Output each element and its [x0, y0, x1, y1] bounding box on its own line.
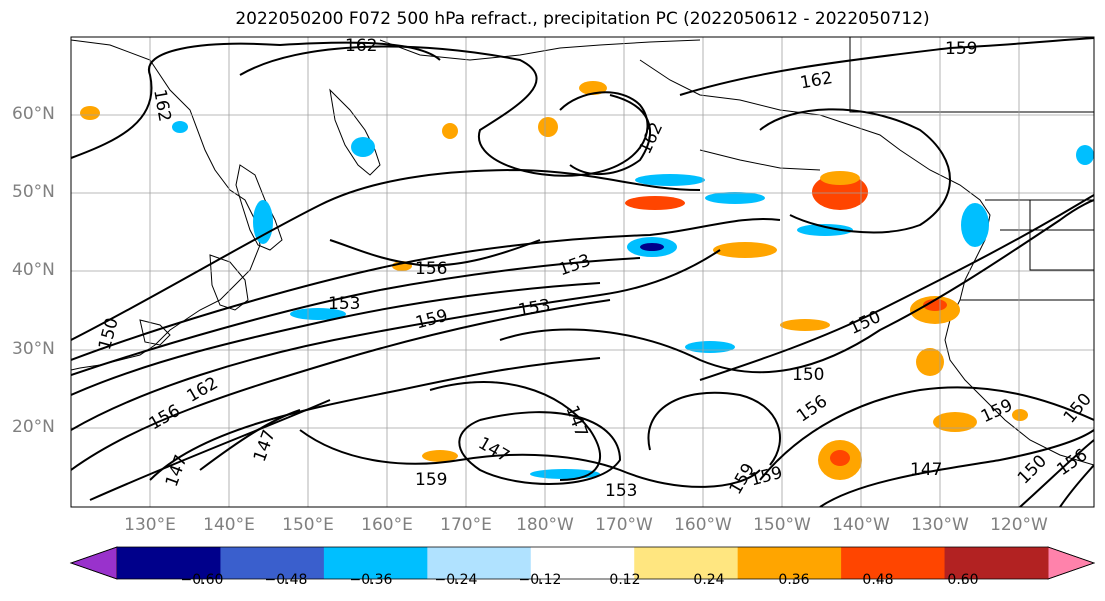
colorbar-tick-label: −0.48 [264, 572, 308, 588]
colorbar-segment [530, 547, 635, 579]
lat-label: 20°N [12, 417, 55, 437]
colorbar-tick-label: 0.24 [693, 572, 725, 588]
contour-label: 147 [910, 460, 942, 480]
lon-label: 150°E [282, 515, 334, 535]
colorbar-segment [944, 547, 1049, 579]
map-title: 2022050200 F072 500 hPa refract., precip… [235, 9, 930, 29]
contour-label: 159 [945, 39, 977, 59]
colorbar-tick-label: −0.12 [518, 572, 562, 588]
gridlines [71, 37, 1094, 507]
colorbar-tick-label: −0.36 [349, 572, 393, 588]
lat-label: 30°N [12, 339, 55, 359]
contour-label: 162 [345, 36, 377, 56]
colorbar-tick-label: 0.48 [862, 572, 894, 588]
contour-label: 156 [415, 259, 447, 279]
lat-label: 60°N [12, 104, 55, 124]
map-frame [70, 36, 1095, 508]
lat-label: 50°N [12, 182, 55, 202]
colorbar-tick-label: 0.36 [778, 572, 810, 588]
lon-label: 140°W [832, 515, 890, 535]
colorbar-extend-low [69, 546, 118, 580]
lon-label: 160°E [361, 515, 413, 535]
colorbar-tick-label: 0.12 [609, 572, 641, 588]
coastlines [71, 37, 1094, 466]
colorbar-segment [841, 547, 946, 579]
colorbar-segment [634, 547, 739, 579]
contour-label: 159 [415, 470, 447, 490]
colorbar-segment [220, 547, 325, 579]
contour-label: 150 [792, 365, 824, 385]
lon-label: 170°W [595, 515, 653, 535]
colorbar-segment [117, 547, 221, 579]
lon-label: 170°E [440, 515, 492, 535]
lon-label: 120°W [990, 515, 1048, 535]
lon-label: 130°E [124, 515, 176, 535]
contour-label: 153 [605, 481, 637, 501]
lon-label: 140°E [203, 515, 255, 535]
lon-label: 160°W [674, 515, 732, 535]
lon-label: 180°W [516, 515, 574, 535]
colorbar-tick-label: 0.60 [947, 572, 979, 588]
colorbar-tick-label: −0.60 [180, 572, 224, 588]
colorbar-segment [737, 547, 842, 579]
lon-label: 130°W [911, 515, 969, 535]
colorbar-frame [69, 546, 1096, 580]
colorbar-extend-high [1047, 546, 1096, 580]
colorbar-segment [427, 547, 532, 579]
contour-label: 153 [328, 294, 360, 314]
lat-label: 40°N [12, 260, 55, 280]
precip-shading [80, 81, 1094, 480]
lon-label: 150°W [753, 515, 811, 535]
colorbar-tick-label: −0.24 [434, 572, 478, 588]
colorbar-segment [323, 547, 428, 579]
refractivity-contours [71, 37, 1094, 507]
